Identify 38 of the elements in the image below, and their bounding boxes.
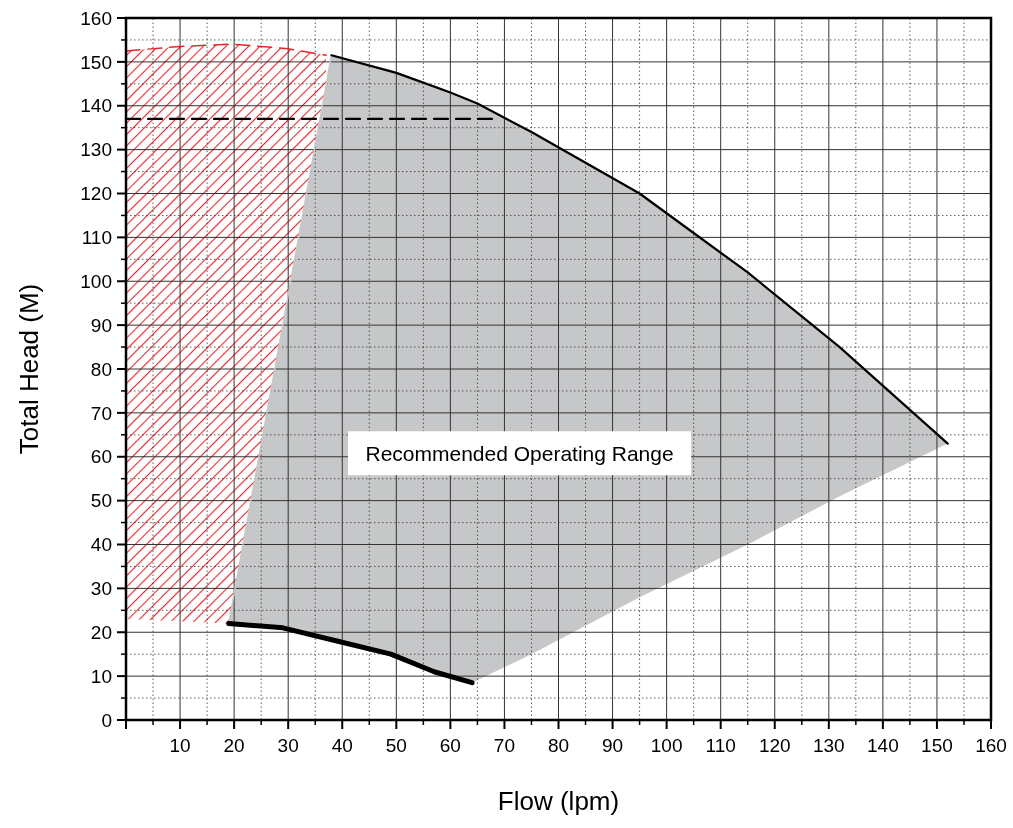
y-tick-label: 160 (80, 7, 112, 29)
x-axis-title: Flow (lpm) (497, 786, 620, 816)
x-tick-label: 110 (705, 735, 736, 756)
line-series (125, 43, 327, 57)
x-tick-label: 30 (277, 735, 299, 756)
y-tick-label: 80 (90, 358, 112, 380)
x-tick-label: 20 (223, 735, 245, 756)
x-tick-label: 10 (169, 735, 191, 756)
y-tick-label: 40 (90, 534, 112, 556)
x-tick-label: 70 (493, 735, 516, 756)
line-series (330, 54, 949, 445)
x-tick-label: 40 (331, 735, 353, 756)
y-tick-label: 130 (80, 139, 112, 161)
x-tick-label: 150 (921, 735, 953, 756)
y-tick-label: 90 (90, 314, 112, 336)
x-tick-label: 160 (975, 735, 1007, 756)
y-tick-label: 120 (80, 183, 112, 205)
y-tick-label: 20 (90, 621, 112, 643)
y-axis-title: Total Head (M) (14, 283, 44, 455)
x-tick-label: 120 (758, 735, 791, 756)
x-tick-label: 90 (601, 735, 624, 756)
annotation: Recommended Operating Range (365, 441, 674, 465)
x-tick-label: 130 (812, 735, 845, 756)
x-tick-label: 100 (650, 735, 683, 756)
y-tick-label: 30 (90, 578, 112, 600)
x-tick-label: 80 (547, 735, 570, 756)
y-tick-label: 100 (80, 270, 112, 292)
x-tick-label: 60 (439, 735, 461, 756)
y-tick-label: 70 (90, 402, 112, 424)
y-tick-label: 50 (90, 490, 112, 512)
y-tick-label: 110 (81, 227, 112, 249)
x-tick-label: 50 (385, 735, 407, 756)
y-tick-label: 60 (90, 446, 112, 468)
x-tick-label: 140 (867, 735, 899, 756)
y-tick-label: 140 (80, 95, 112, 117)
y-tick-label: 150 (80, 51, 112, 73)
y-tick-label: 0 (101, 709, 112, 731)
y-tick-label: 10 (90, 665, 112, 687)
